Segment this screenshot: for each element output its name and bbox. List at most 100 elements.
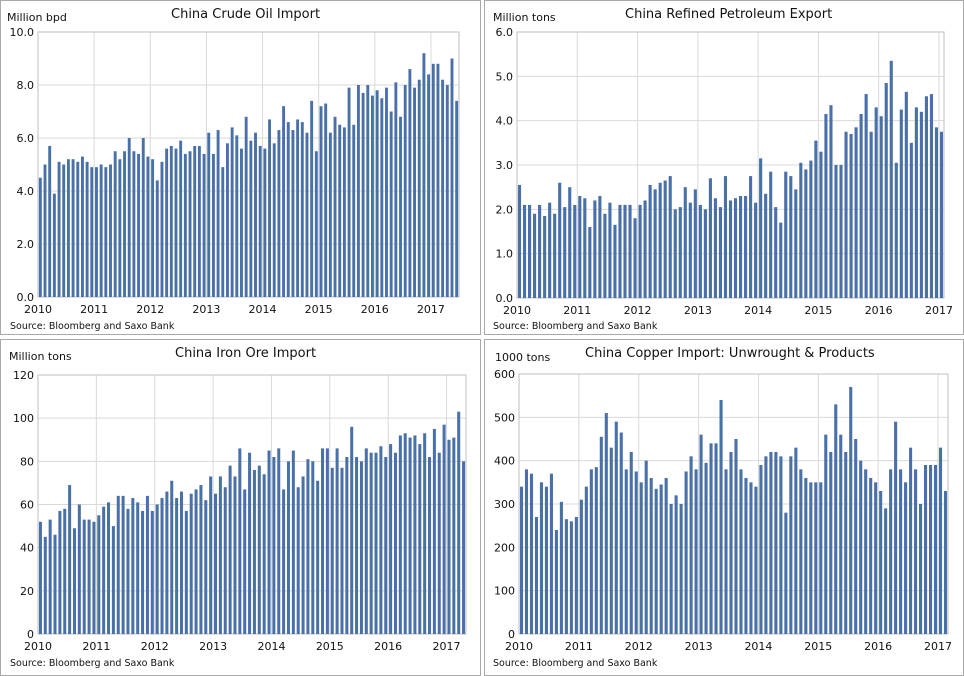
bar <box>744 478 748 634</box>
bar <box>699 434 703 634</box>
bar <box>784 171 788 298</box>
bar <box>749 176 753 298</box>
bar <box>744 196 748 298</box>
bar <box>613 224 617 298</box>
bar <box>914 469 918 634</box>
bar <box>325 448 329 634</box>
x-tick-label: 2011 <box>563 304 591 317</box>
bar <box>442 424 446 634</box>
bar <box>558 182 562 298</box>
bar <box>533 213 537 298</box>
y-tick-label: 60 <box>20 499 34 512</box>
y-tick-label: 6.0 <box>496 26 514 39</box>
bar <box>447 439 451 634</box>
bar <box>528 204 532 298</box>
bar <box>754 202 758 298</box>
bar <box>583 198 587 298</box>
bar <box>904 91 908 298</box>
y-tick-label: 120 <box>13 369 34 382</box>
bar <box>151 159 155 297</box>
bar <box>649 478 653 634</box>
bar <box>618 204 622 298</box>
bar <box>179 140 183 297</box>
bar <box>899 469 903 634</box>
x-tick-label: 2015 <box>305 303 333 316</box>
bar <box>408 69 412 297</box>
bar <box>909 447 913 634</box>
bar <box>688 202 692 298</box>
bar <box>619 432 623 634</box>
x-tick-label: 2015 <box>804 640 832 653</box>
plot-frame <box>518 373 949 635</box>
bar <box>568 187 572 298</box>
bar <box>72 528 76 634</box>
bar <box>248 452 252 634</box>
bar <box>854 127 858 298</box>
bar <box>889 469 893 634</box>
bar <box>53 534 57 634</box>
bar <box>204 500 208 634</box>
bar <box>939 131 944 298</box>
bar <box>76 161 80 297</box>
y-tick-label: 200 <box>494 541 515 554</box>
bar <box>82 519 86 634</box>
iron-ore-plot: 0 20 40 60 80 100 120 2010 2011 2012 2013 2014 2015 2… <box>13 369 467 653</box>
bar <box>80 156 84 297</box>
bar <box>345 457 349 634</box>
bar <box>713 198 717 298</box>
bar <box>809 482 813 634</box>
bar <box>389 444 393 634</box>
bar <box>899 109 903 298</box>
bar <box>58 510 62 634</box>
y-tick-label: 6.0 <box>17 132 35 145</box>
bar <box>366 85 370 297</box>
bar <box>68 485 72 634</box>
bar <box>111 526 115 634</box>
bar <box>296 487 300 634</box>
bar <box>310 100 314 298</box>
bar <box>909 142 913 298</box>
x-tick-label: 2014 <box>744 304 772 317</box>
bar <box>258 145 262 297</box>
bar <box>184 510 188 634</box>
bar <box>839 434 843 634</box>
bar <box>633 218 637 298</box>
bar <box>296 119 300 297</box>
y-tick-label: 20 <box>20 585 34 598</box>
bar <box>544 486 548 634</box>
x-tick-label: 2010 <box>503 304 531 317</box>
bar <box>136 502 140 634</box>
bar <box>291 130 295 297</box>
bar <box>174 148 178 297</box>
bar <box>369 452 373 634</box>
bar <box>249 140 253 297</box>
bar <box>437 452 441 634</box>
bar <box>884 82 888 298</box>
petroleum-export-title: China Refined Petroleum Export <box>625 7 833 22</box>
bar <box>548 202 552 298</box>
iron-ore-title: China Iron Ore Import <box>175 346 317 361</box>
bar <box>155 504 159 634</box>
bar <box>829 452 833 634</box>
bar <box>814 482 818 634</box>
bar <box>244 116 248 297</box>
bar <box>418 444 422 634</box>
bar <box>90 167 94 297</box>
y-tick-label: 0 <box>508 628 515 641</box>
bar <box>759 158 763 298</box>
bar <box>333 116 337 297</box>
bar <box>928 465 933 634</box>
bar <box>155 180 159 297</box>
x-tick-label: 2013 <box>684 304 712 317</box>
bar <box>374 452 378 634</box>
bar <box>413 435 417 634</box>
bar <box>628 204 632 298</box>
crude-oil-ylabel: Million bpd <box>7 11 67 24</box>
x-tick-label: 2016 <box>374 640 402 653</box>
y-tick-label: 2.0 <box>17 238 35 251</box>
bar <box>779 222 783 298</box>
bar <box>141 138 145 297</box>
bar <box>356 85 360 297</box>
bar <box>328 132 332 297</box>
bar <box>389 111 393 297</box>
